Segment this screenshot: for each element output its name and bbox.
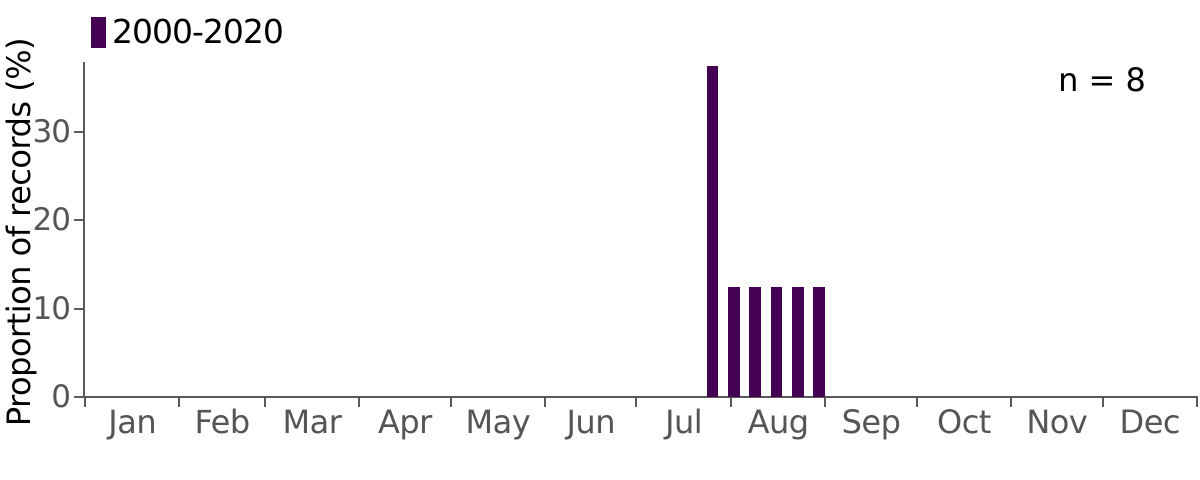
y-tick-label: 30 xyxy=(32,114,71,150)
y-tick-label: 10 xyxy=(32,290,71,327)
x-axis-tick xyxy=(449,398,452,407)
bar xyxy=(792,286,804,397)
x-axis-tick xyxy=(178,398,181,407)
x-tick-label: Mar xyxy=(282,403,342,441)
bar xyxy=(813,286,826,397)
x-tick-label: Aug xyxy=(747,403,809,441)
x-tick-label: Feb xyxy=(194,403,251,441)
x-axis-tick xyxy=(263,398,266,407)
y-axis-tick xyxy=(74,131,83,133)
y-axis-tick xyxy=(74,219,83,222)
x-axis-tick xyxy=(915,398,918,407)
x-axis-tick xyxy=(1101,398,1104,407)
bar xyxy=(770,286,783,397)
y-tick-label: 20 xyxy=(32,202,71,239)
x-axis-tick xyxy=(544,398,547,407)
y-axis-line xyxy=(83,62,85,398)
x-tick-label: Jun xyxy=(566,403,615,441)
x-tick-label: Oct xyxy=(937,403,991,441)
x-axis-tick xyxy=(1196,398,1198,407)
x-tick-label: Jul xyxy=(665,403,703,441)
x-tick-label: Dec xyxy=(1119,403,1181,441)
bar xyxy=(749,286,762,397)
x-axis-tick xyxy=(358,398,361,407)
x-tick-label: Apr xyxy=(377,403,432,441)
x-tick-label: Nov xyxy=(1026,403,1088,441)
y-tick-label: 0 xyxy=(51,379,71,415)
x-axis-tick xyxy=(729,398,732,407)
bar xyxy=(706,65,719,397)
x-tick-label: May xyxy=(465,403,531,441)
x-axis-tick xyxy=(824,398,827,407)
legend-swatch xyxy=(91,16,106,48)
x-axis-tick xyxy=(635,398,638,407)
y-axis-tick xyxy=(74,307,83,310)
x-tick-label: Sep xyxy=(841,403,901,441)
legend: 2000-2020 xyxy=(91,12,284,51)
x-axis-tick xyxy=(84,398,86,407)
x-tick-label: Jan xyxy=(108,403,157,441)
x-axis-tick xyxy=(1010,398,1013,407)
sample-size-annotation: n = 8 xyxy=(1058,61,1146,99)
x-axis-line xyxy=(83,396,1198,398)
legend-label: 2000-2020 xyxy=(112,12,284,51)
bar xyxy=(728,286,740,397)
y-axis-tick xyxy=(74,396,83,398)
